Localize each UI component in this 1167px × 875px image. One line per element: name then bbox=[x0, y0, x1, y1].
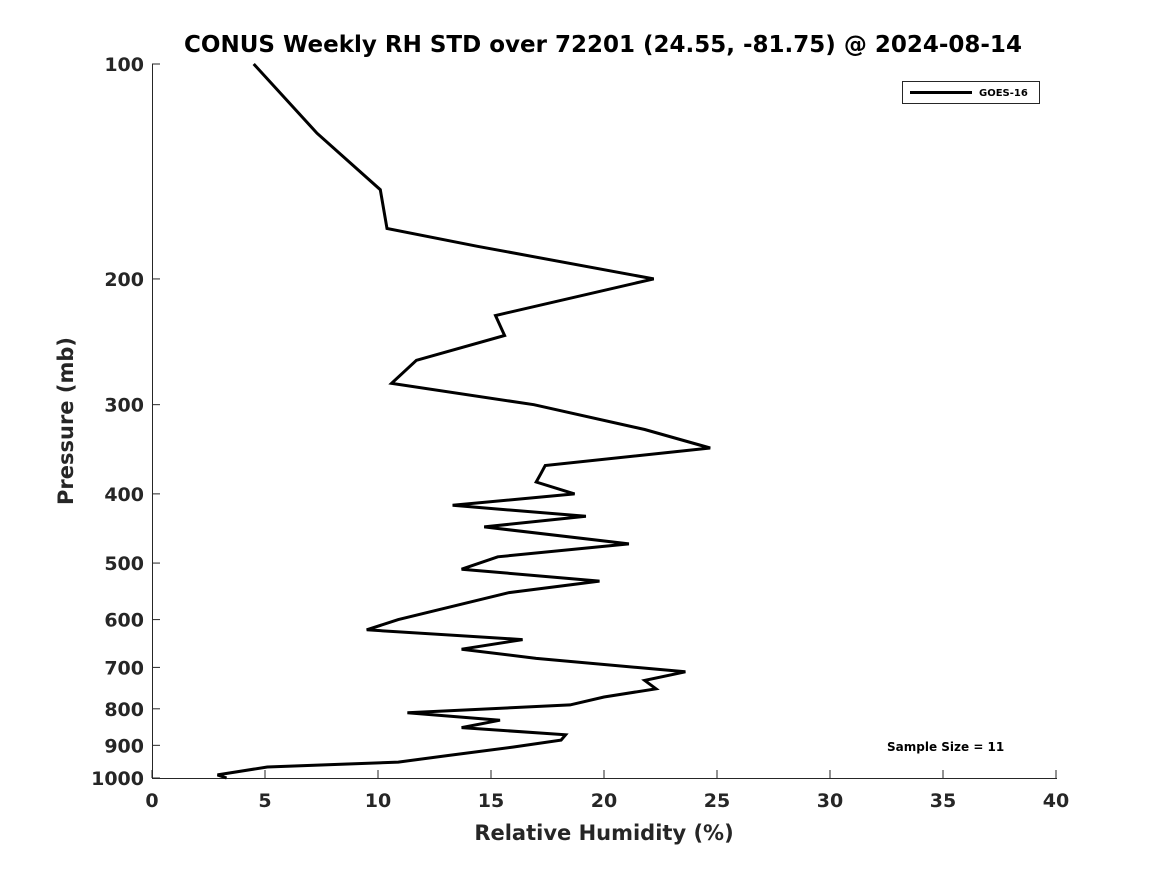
y-tick-label: 900 bbox=[104, 735, 144, 757]
x-tick-label: 15 bbox=[478, 790, 504, 812]
y-tick-label: 200 bbox=[104, 269, 144, 291]
sample-size-annotation: Sample Size = 11 bbox=[887, 740, 1004, 754]
x-tick-label: 25 bbox=[704, 790, 730, 812]
x-tick-label: 30 bbox=[817, 790, 843, 812]
x-tick-label: 40 bbox=[1043, 790, 1069, 812]
chart-title: CONUS Weekly RH STD over 72201 (24.55, -… bbox=[184, 32, 1022, 58]
series-line-goes16 bbox=[217, 62, 711, 780]
x-tick-label: 20 bbox=[591, 790, 617, 812]
y-tick-label: 100 bbox=[104, 54, 144, 76]
legend-label: GOES-16 bbox=[979, 88, 1028, 99]
y-tick-label: 600 bbox=[104, 610, 144, 632]
y-axis-label: Pressure (mb) bbox=[54, 337, 78, 505]
legend: GOES-16 bbox=[902, 81, 1040, 104]
y-tick-label: 1000 bbox=[91, 768, 144, 790]
y-tick-label: 400 bbox=[104, 484, 144, 506]
x-ticks: 0 5 10 15 20 25 30 35 40 bbox=[145, 770, 1069, 812]
x-tick-label: 5 bbox=[258, 790, 271, 812]
x-axis-label: Relative Humidity (%) bbox=[474, 821, 733, 845]
x-tick-label: 10 bbox=[365, 790, 391, 812]
y-tick-label: 800 bbox=[104, 699, 144, 721]
axes bbox=[152, 64, 1057, 779]
y-tick-label: 500 bbox=[104, 553, 144, 575]
y-tick-label: 300 bbox=[104, 395, 144, 417]
x-tick-label: 0 bbox=[145, 790, 158, 812]
y-ticks: 100 200 300 400 500 600 700 800 900 1000 bbox=[91, 54, 160, 790]
x-tick-label: 35 bbox=[930, 790, 956, 812]
y-tick-label: 700 bbox=[104, 657, 144, 679]
